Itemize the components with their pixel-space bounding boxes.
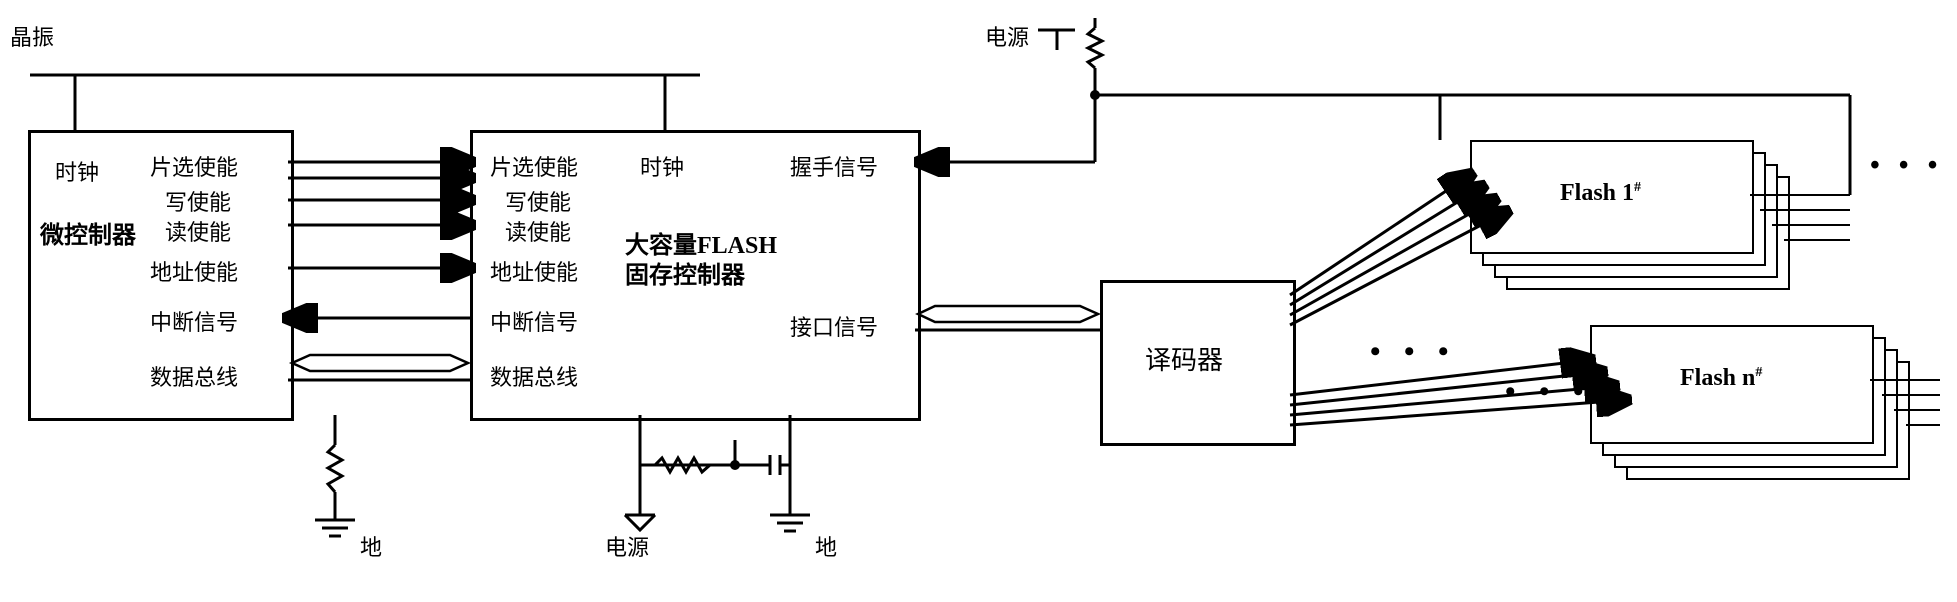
mcu-ae: 地址使能 — [150, 255, 238, 287]
ellipsis-left: • • • — [1370, 335, 1457, 369]
ground-left-label: 地 — [360, 530, 382, 562]
mcu-cs: 片选使能 — [150, 150, 238, 182]
mcu-title: 微控制器 — [40, 215, 136, 250]
oscillator-label: 晶振 — [10, 20, 54, 52]
flashctrl-title2: 固存控制器 — [625, 255, 745, 290]
mcu-clock: 时钟 — [55, 155, 99, 187]
fc-cs: 片选使能 — [490, 150, 578, 182]
ellipsis-far: • • • — [1870, 150, 1943, 182]
fc-re: 读使能 — [505, 215, 571, 247]
fc-interface: 接口信号 — [790, 310, 878, 342]
flash1-sup: # — [1634, 180, 1641, 195]
fc-bus: 数据总线 — [490, 360, 578, 392]
power-top-label: 电源 — [985, 20, 1029, 52]
fc-ae: 地址使能 — [490, 255, 578, 287]
mcu-we: 写使能 — [165, 185, 231, 217]
decoder-title: 译码器 — [1145, 340, 1223, 377]
fc-int: 中断信号 — [490, 305, 578, 337]
flashn-sup: # — [1755, 365, 1762, 380]
fc-clock: 时钟 — [640, 150, 684, 182]
mcu-re: 读使能 — [165, 215, 231, 247]
fc-handshake: 握手信号 — [790, 150, 878, 182]
mcu-bus: 数据总线 — [150, 360, 238, 392]
fc-we: 写使能 — [505, 185, 571, 217]
ground-center-label: 地 — [815, 530, 837, 562]
power-bottom-label: 电源 — [605, 530, 649, 562]
ellipsis-right: • • • — [1505, 375, 1592, 409]
flash1-label: Flash 1# — [1560, 180, 1641, 207]
flashn-label: Flash n# — [1680, 365, 1762, 392]
mcu-int: 中断信号 — [150, 305, 238, 337]
